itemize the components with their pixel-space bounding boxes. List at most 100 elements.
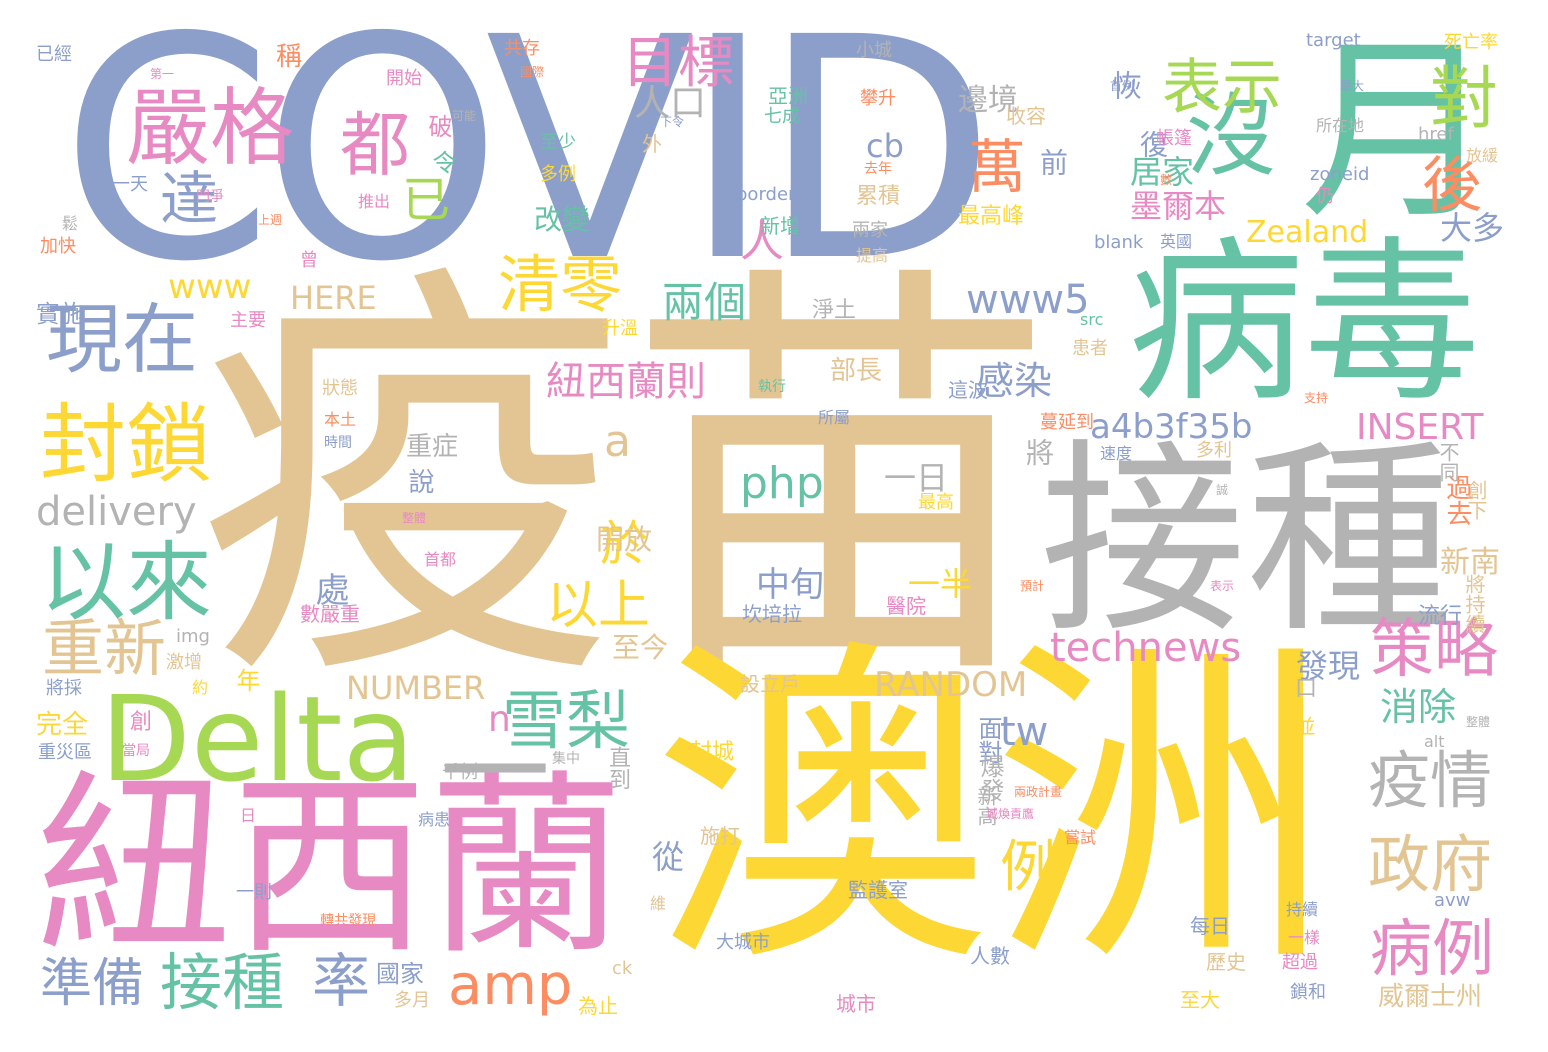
cloud-word: 患者: [1072, 338, 1108, 359]
cloud-word: 中旬: [756, 565, 824, 605]
cloud-word: 共存: [504, 38, 540, 59]
cloud-word: 人: [740, 216, 784, 267]
cloud-word: 轉共發現: [320, 913, 376, 929]
cloud-word: 沒: [1186, 84, 1276, 189]
cloud-word: 狀態: [322, 378, 358, 399]
cloud-word: 一日: [884, 459, 949, 497]
cloud-word: 消除: [1380, 685, 1457, 729]
cloud-word: 激增: [166, 652, 202, 673]
cloud-word: 政府: [1368, 828, 1493, 901]
cloud-word: 封鎖: [40, 395, 212, 495]
cloud-word: 持續: [1286, 900, 1319, 919]
cloud-word: border: [736, 184, 796, 205]
cloud-word: 至少: [540, 132, 576, 153]
cloud-word: 坎培拉: [742, 602, 802, 626]
cloud-word: 月: [1300, 18, 1497, 246]
cloud-word: 國家: [376, 960, 424, 988]
cloud-word: 曾: [300, 250, 318, 271]
cloud-word: 收容: [1006, 104, 1046, 128]
cloud-word: 仍: [1316, 186, 1334, 207]
cloud-word: 執行: [758, 379, 786, 395]
cloud-word: 新增: [760, 214, 800, 238]
cloud-word: 每日: [1190, 914, 1230, 938]
cloud-word: 英國: [1160, 232, 1193, 251]
cloud-word: 當局: [122, 743, 150, 759]
cloud-word: 紐西蘭: [36, 754, 625, 982]
cloud-word: 去年: [864, 161, 892, 177]
cloud-word: 小城: [856, 40, 892, 61]
cloud-word: 疫苗: [196, 233, 1056, 733]
cloud-word: 誠: [1216, 483, 1229, 497]
cloud-word: 可能: [452, 109, 477, 123]
cloud-word: 首例: [1110, 79, 1135, 93]
cloud-word: 淨土: [812, 298, 857, 323]
cloud-word: zoneid: [1310, 164, 1370, 185]
cloud-word: 威爾士州: [1378, 982, 1483, 1012]
cloud-word: 歷史: [1206, 950, 1246, 974]
cloud-word: 首都: [424, 550, 457, 569]
cloud-word: 支持: [1304, 391, 1329, 405]
cloud-word: 將持續: [1462, 574, 1486, 634]
cloud-word: amp: [448, 953, 573, 1018]
cloud-word: 大多: [1440, 209, 1505, 247]
cloud-word: 兩政計畫: [1014, 785, 1063, 799]
cloud-word: 復: [1136, 130, 1169, 158]
cloud-word: 不同: [1436, 442, 1460, 482]
cloud-word: 前: [1036, 148, 1069, 176]
cloud-word: 國際: [520, 65, 545, 79]
cloud-word: 至大: [1180, 988, 1220, 1012]
cloud-word: 病患: [418, 810, 451, 829]
cloud-word: 開始: [386, 68, 422, 89]
cloud-word: href: [1418, 124, 1454, 145]
cloud-word: 亞洲: [768, 84, 808, 108]
cloud-word: 多例: [540, 164, 576, 185]
cloud-word: 集中: [552, 751, 580, 767]
cloud-word: cb: [866, 127, 904, 165]
cloud-word: 升溫: [602, 318, 638, 339]
cloud-word: 約: [192, 678, 209, 697]
cloud-word: 發現: [1296, 647, 1361, 685]
cloud-word: technews: [1050, 625, 1242, 671]
cloud-word: 面對: [974, 716, 1002, 764]
cloud-word: 已: [402, 172, 451, 228]
cloud-word: 新高: [974, 786, 998, 826]
cloud-word: 監護室: [848, 878, 908, 902]
cloud-word: 已經: [36, 44, 72, 65]
cloud-word: 後: [1422, 151, 1482, 221]
cloud-word: 多利: [1196, 440, 1232, 461]
cloud-word: 接種: [1040, 421, 1453, 661]
cloud-word: Delta: [100, 670, 415, 808]
cloud-word: 爆發: [976, 754, 1004, 802]
cloud-word: 下令: [660, 115, 685, 129]
cloud-word: 直到: [605, 746, 630, 790]
cloud-word: 達: [160, 165, 219, 233]
cloud-word: 主要: [230, 310, 266, 331]
cloud-word: 醫院: [886, 594, 926, 618]
cloud-word: 於: [600, 516, 649, 572]
cloud-word: 蔓延到: [1040, 412, 1094, 433]
cloud-word: 所屬: [818, 408, 851, 427]
cloud-word: 令: [428, 150, 456, 174]
cloud-word: 實施: [36, 300, 84, 328]
cloud-word: 新南: [1440, 545, 1500, 580]
cloud-word: 重新: [42, 612, 167, 685]
cloud-word: 最高峰: [958, 204, 1025, 229]
cloud-word: 邊境: [958, 83, 1018, 118]
cloud-word: 病毒: [1128, 221, 1481, 426]
cloud-word: 表示: [1162, 53, 1282, 123]
cloud-word: 設立戶: [740, 672, 800, 696]
cloud-word: HERE: [290, 279, 377, 317]
cloud-word: 創: [130, 710, 153, 735]
cloud-word: 以上: [546, 576, 651, 636]
cloud-word: 本土: [324, 410, 357, 429]
cloud-word: 七成: [764, 106, 800, 127]
cloud-word: 一則: [236, 882, 272, 903]
cloud-word: 點: [1028, 902, 1048, 926]
cloud-word: 紐西蘭則: [546, 359, 706, 405]
cloud-word: 預計: [1020, 579, 1045, 593]
cloud-word: 恢: [1106, 70, 1141, 100]
cloud-word: 接種: [160, 946, 285, 1019]
cloud-word: 外: [642, 132, 662, 156]
cloud-word: NUMBER: [346, 669, 486, 707]
